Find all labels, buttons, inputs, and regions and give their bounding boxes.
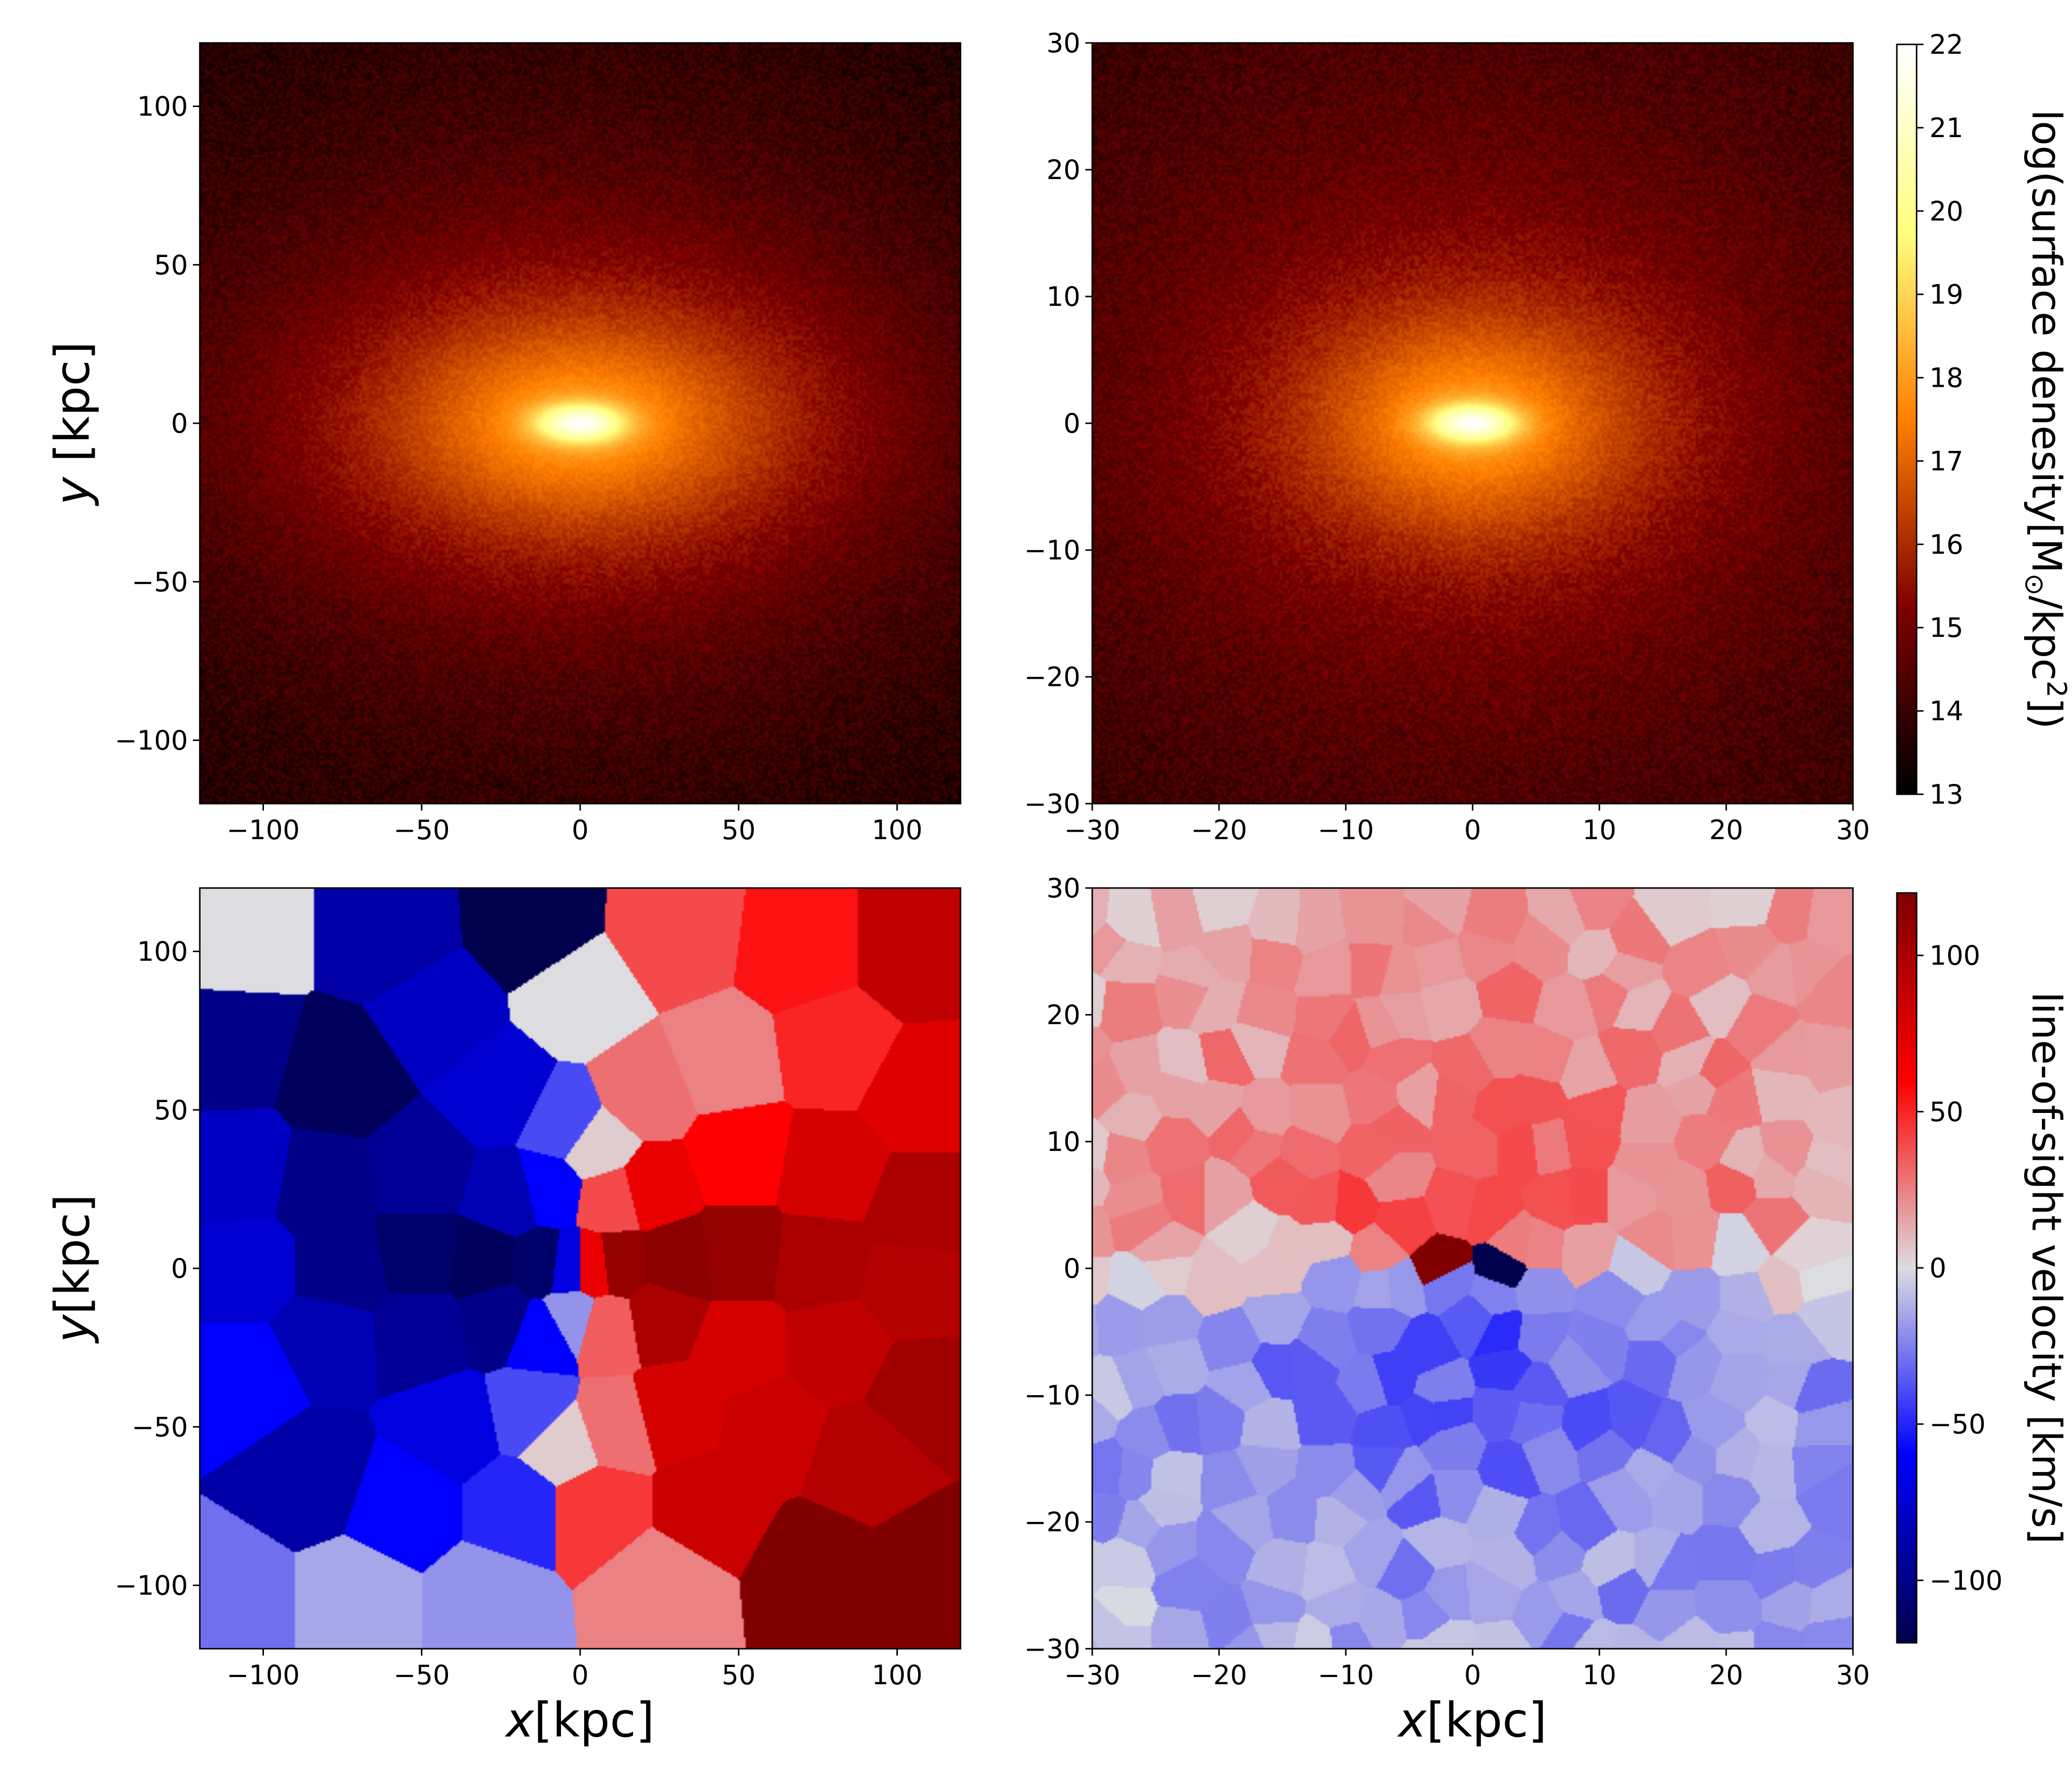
x-tick-label: 0 [1464,1660,1481,1691]
x-tick-label: −30 [1064,814,1120,846]
colorbar-tick-label: 16 [1929,529,1963,560]
colorbar-tick-label: 19 [1929,279,1963,310]
x-tick-label: 10 [1583,814,1617,846]
velocity-colorbar-gradient [1897,893,1917,1643]
density-wide-ticks: −100 −50 0 50 100 −100 −50 0 50 100 [115,91,923,846]
y-tick-label: 0 [1064,1253,1080,1284]
colorbar-tick-label: 50 [1929,1096,1963,1127]
density-zoom-ticks: −30 −20 −10 0 10 20 30 −30 −20 −10 0 10 20 30 [1024,28,1870,846]
colorbar-tick-label: 13 [1929,779,1963,810]
y-tick-label: −10 [1024,535,1080,566]
y-tick-label: −20 [1024,1507,1080,1538]
y-tick-label: 100 [137,91,188,122]
x-tick-label: 100 [872,1660,923,1691]
colorbar-tick-label: 18 [1929,363,1963,394]
y-tick-label: 0 [171,1253,188,1284]
x-tick-label: −10 [1318,814,1374,846]
velocity-colorbar: −100 −50 0 50 100 line-of-sight velocity [km… [1896,892,2070,1644]
colorbar-tick-label: 20 [1929,196,1963,227]
y-tick-label: −10 [1024,1380,1080,1411]
density-wide-panel: −100 −50 0 50 100 −100 −50 0 50 100 y [kpc] [45,42,962,846]
colorbar-tick-label: 100 [1929,940,1980,971]
voronoi-bin-map [1092,888,1853,1649]
density-colorbar-gradient [1897,44,1917,794]
velocity-wide-panel: −100 −50 0 50 100 −100 −50 0 50 100 y[kpc] x[kpc] [45,887,962,1748]
y-tick-label: −20 [1024,662,1080,693]
velocity-zoom-bins [1092,888,1853,1649]
velocity-wide-xlabel: x[kpc] [504,1693,654,1748]
density-colorbar-frame [1896,43,1918,795]
y-tick-label: 0 [1064,408,1080,439]
y-tick-label: 100 [137,936,188,967]
density-colorbar: 13 14 15 16 17 18 19 20 21 22 log(surface denesit… [1896,29,2072,810]
velocity-zoom-panel: −30 −20 −10 0 10 20 30 −30 −20 −10 0 10 20 30 x[kpc] [1024,873,1870,1748]
y-tick-label: −100 [115,725,188,756]
colorbar-tick-label: 17 [1929,445,1963,477]
colorbar-tick-label: 0 [1929,1253,1946,1284]
colorbar-tick-label: −100 [1929,1565,2002,1596]
y-tick-label: −50 [132,1411,188,1443]
x-tick-label: 30 [1836,814,1870,846]
x-tick-label: −50 [394,814,450,846]
colorbar-tick-label: 15 [1929,612,1963,643]
y-tick-label: 0 [171,408,188,439]
y-tick-label: 50 [154,250,188,281]
density-colorbar-label: log(surface denesity[M⊙/kpc2]) [2019,110,2072,729]
y-tick-label: −50 [132,566,188,597]
colorbar-tick-label: 21 [1929,112,1963,144]
y-tick-label: 10 [1046,281,1080,312]
voronoi-bin-map [200,888,961,1649]
y-tick-label: 30 [1046,28,1080,59]
x-tick-label: 100 [872,814,923,846]
y-tick-label: 20 [1046,154,1080,185]
colorbar-tick-label: 14 [1929,696,1963,727]
y-tick-label: 20 [1046,999,1080,1031]
x-tick-label: −50 [394,1660,450,1691]
y-tick-label: −30 [1024,788,1080,819]
colorbar-tick-label: 22 [1929,29,1963,60]
x-tick-label: 10 [1583,1660,1617,1691]
density-wide-image [200,43,961,804]
y-tick-label: −100 [115,1570,188,1601]
y-tick-label: −30 [1024,1633,1080,1665]
x-tick-label: 0 [1464,814,1481,846]
x-tick-label: 20 [1709,814,1743,846]
x-tick-label: −20 [1191,814,1247,846]
density-colorbar-ticks: 13 14 15 16 17 18 19 20 21 22 [1917,29,1963,810]
x-tick-label: −10 [1318,1660,1374,1691]
x-tick-label: 0 [572,1660,589,1691]
y-tick-label: 30 [1046,873,1080,904]
velocity-wide-ylabel: y[kpc] [45,1194,100,1344]
x-tick-label: −20 [1191,1660,1247,1691]
x-tick-label: 20 [1709,1660,1743,1691]
y-tick-label: 10 [1046,1126,1080,1157]
y-tick-label: 50 [154,1095,188,1126]
x-tick-label: 50 [722,814,756,846]
x-tick-label: 0 [572,814,589,846]
x-tick-label: 30 [1836,1660,1870,1691]
density-zoom-panel: −30 −20 −10 0 10 20 30 −30 −20 −10 0 10 20 30 [1024,28,1870,846]
density-wide-ylabel: y [kpc] [45,341,100,507]
velocity-wide-bins [200,888,961,1649]
velocity-colorbar-ticks: −100 −50 0 50 100 [1917,940,2002,1596]
velocity-zoom-ticks: −30 −20 −10 0 10 20 30 −30 −20 −10 0 10 20 30 [1024,873,1870,1691]
x-tick-label: 50 [722,1660,756,1691]
velocity-wide-ticks: −100 −50 0 50 100 −100 −50 0 50 100 [115,936,923,1691]
x-tick-label: −100 [226,1660,299,1691]
density-zoom-image [1092,43,1853,804]
x-tick-label: −100 [226,814,299,846]
velocity-zoom-xlabel: x[kpc] [1397,1693,1547,1748]
x-tick-label: −30 [1064,1660,1120,1691]
colorbar-tick-label: −50 [1929,1409,1986,1440]
velocity-colorbar-label: line-of-sight velocity [km/s] [2023,992,2070,1544]
